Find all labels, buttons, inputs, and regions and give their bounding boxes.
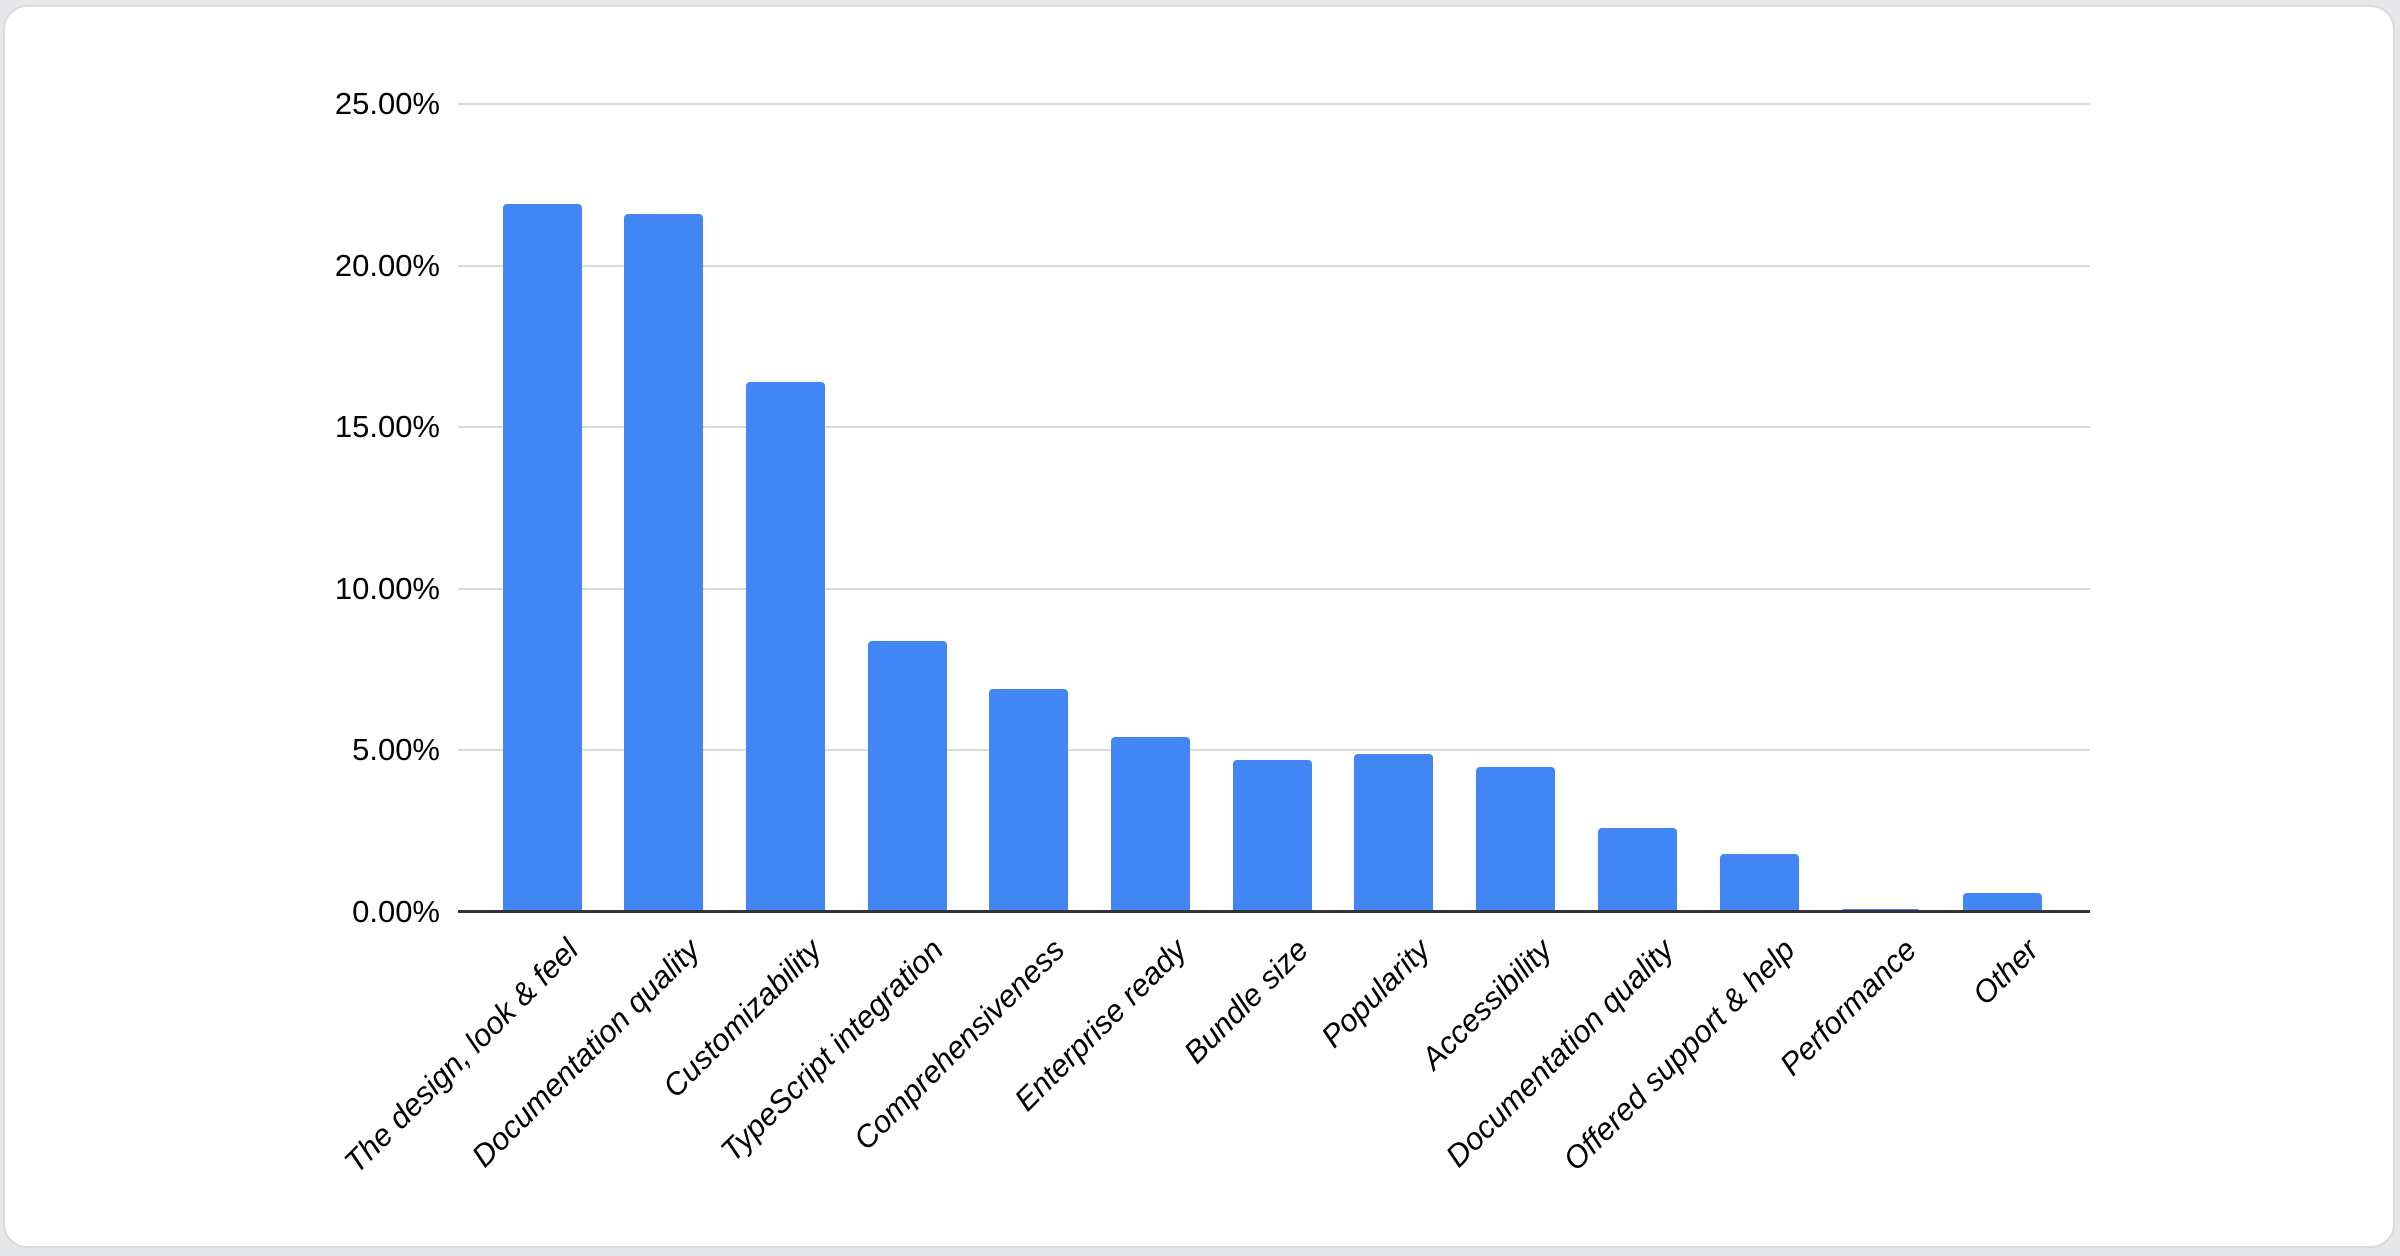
gridline bbox=[458, 749, 2090, 752]
y-axis-tick-label: 25.00% bbox=[334, 86, 440, 121]
bar[interactable] bbox=[867, 640, 947, 912]
bar[interactable] bbox=[989, 689, 1069, 912]
x-axis-category-label: Comprehensiveness bbox=[846, 932, 1072, 1157]
gridline bbox=[458, 587, 2090, 590]
bar[interactable] bbox=[624, 213, 704, 912]
gridline bbox=[458, 426, 2090, 429]
bar[interactable] bbox=[502, 204, 582, 912]
y-axis-tick-label: 15.00% bbox=[334, 409, 440, 445]
x-axis-line bbox=[458, 910, 2090, 913]
x-axis-labels: The design, look & feel Documentation qua… bbox=[337, 912, 2090, 1256]
x-axis-category-label: TypeScript integration bbox=[713, 932, 950, 1169]
x-axis-category-label: The design, look & feel bbox=[337, 932, 585, 1180]
chart-card: 25.00% 20.00% 15.00% 10.00% 5.00% 0.00% The d… bbox=[3, 5, 2395, 1248]
x-axis-category-label: Offered support & help bbox=[1556, 932, 1802, 1178]
bar[interactable] bbox=[1354, 753, 1434, 912]
bar-chart-plot-area bbox=[458, 103, 2090, 913]
bar[interactable] bbox=[745, 381, 825, 912]
y-axis-tick-label: 5.00% bbox=[352, 732, 440, 768]
bar[interactable] bbox=[1597, 827, 1677, 912]
y-axis-tick-label: 0.00% bbox=[352, 894, 440, 929]
bar[interactable] bbox=[1962, 892, 2042, 912]
x-axis-category-label: Bundle size bbox=[1176, 932, 1315, 1071]
gridline bbox=[458, 264, 2090, 267]
bar[interactable] bbox=[1232, 760, 1312, 912]
x-axis-category-label: Documentation quality bbox=[1438, 932, 1681, 1174]
y-axis-tick-label: 10.00% bbox=[334, 570, 440, 606]
x-axis-category-label: Popularity bbox=[1314, 932, 1437, 1055]
x-axis-category-label: Other bbox=[1965, 932, 2046, 1012]
bar[interactable] bbox=[1111, 737, 1190, 912]
gridline bbox=[458, 103, 2090, 105]
x-axis-category-label: Documentation quality bbox=[464, 932, 707, 1174]
bar[interactable] bbox=[1476, 766, 1556, 912]
bar[interactable] bbox=[1719, 853, 1799, 912]
y-axis-tick-label: 20.00% bbox=[334, 247, 440, 283]
